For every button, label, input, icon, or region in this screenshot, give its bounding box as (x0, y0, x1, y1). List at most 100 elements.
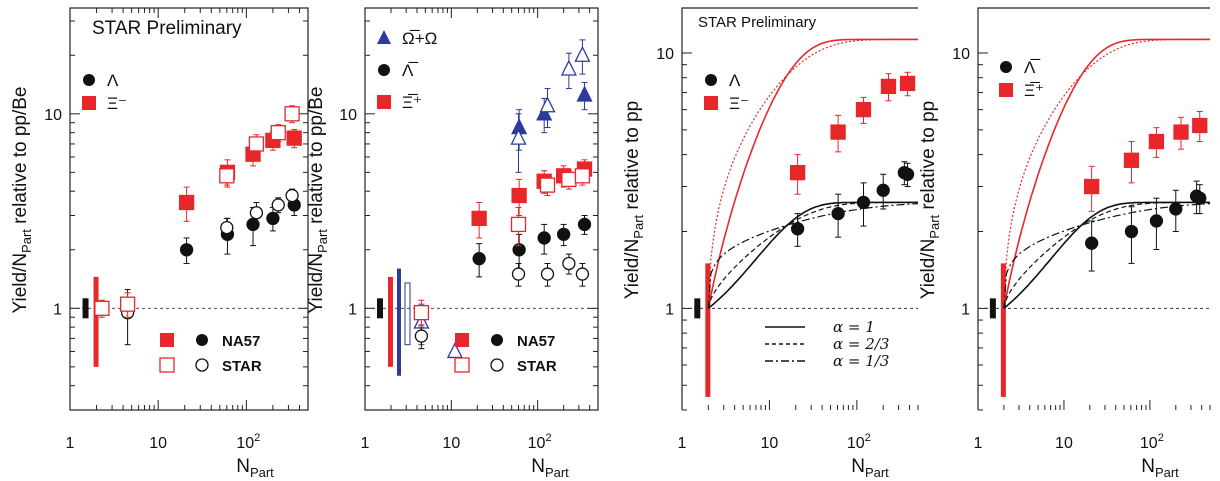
x-tick-label: 102 (847, 432, 871, 452)
norm-uncertainty-bar (705, 263, 711, 397)
legend-marker (195, 358, 209, 372)
chart-p1: 1 10 102 1 10 NPart Yield/NPart relative to pp… (10, 7, 309, 480)
legend-label: α = 2/3 (833, 335, 889, 353)
norm-uncertainty-box (989, 298, 996, 319)
data-point (511, 187, 527, 204)
data-point (472, 252, 486, 266)
x-tick-label: 1 (66, 435, 75, 452)
model-curve (1003, 203, 1211, 309)
data-point (510, 216, 527, 233)
series-star-open-circle (414, 253, 590, 350)
legend-label: Ξ̅⁺ (1024, 81, 1044, 100)
data-point (576, 85, 593, 102)
x-axis-label: NPart (236, 456, 274, 480)
legend-marker (705, 74, 717, 86)
y-tick-label: 1 (348, 301, 357, 318)
legend-marker (490, 358, 504, 372)
data-point (471, 210, 487, 227)
data-point (1149, 214, 1164, 228)
y-axis-label: Yield/NPart relative to pp/Be (10, 87, 34, 314)
axis-ticks (681, 52, 919, 411)
legend-marker (999, 83, 1013, 97)
legend-marker (377, 30, 391, 44)
norm-uncertainty-bar (93, 276, 99, 367)
model-curve (1003, 38, 1210, 309)
data-point (830, 124, 846, 140)
data-point (179, 243, 194, 257)
legend-marker (378, 64, 390, 76)
legend-label: Ω̅+Ω (402, 29, 437, 48)
annotation-star-preliminary: STAR Preliminary (698, 14, 817, 31)
series-na57-filled-circle (472, 215, 592, 278)
legend-species: Λ Ξ⁻ (82, 71, 127, 113)
data-point (540, 267, 555, 281)
legend-label: Ξ⁻ (729, 94, 749, 113)
legend-marker (1000, 61, 1012, 73)
legend-marker (160, 333, 174, 347)
plot-frame (681, 7, 918, 410)
legend-alpha: α = 1α = 2/3α = 1/3 (765, 318, 889, 370)
y-tick-label: 1 (961, 301, 970, 318)
data-point (220, 220, 234, 235)
legend-label: Λ (107, 71, 119, 90)
y-axis-label: Yield/NPart relative to pp/Be (306, 87, 330, 314)
x-axis-label: NPart (851, 456, 889, 480)
data-point (1173, 124, 1189, 140)
series-star-open-square (413, 166, 591, 328)
x-tick-label: 1 (361, 435, 370, 452)
legend-species: Λ Ξ⁻ (704, 71, 749, 113)
legend-label: STAR (517, 358, 557, 375)
x-axis-label: NPart (531, 456, 569, 480)
model-curves (1003, 38, 1211, 310)
data-point (575, 267, 590, 281)
norm-uncertainty-box (376, 298, 383, 319)
data-point (248, 136, 265, 152)
series-star-open-square (94, 105, 300, 318)
data-point (790, 222, 805, 236)
x-tick-label: 10 (442, 435, 460, 452)
data-point (574, 45, 591, 62)
plot-frame (977, 7, 1210, 410)
y-tick-label: 10 (339, 107, 357, 124)
data-point (94, 300, 110, 316)
data-point (574, 168, 591, 184)
data-point (413, 304, 430, 321)
y-axis-label: Yield/NPart relative to pp (918, 101, 942, 299)
y-tick-label: 10 (656, 46, 674, 63)
data-point (271, 198, 285, 212)
model-curve (707, 203, 919, 309)
data-point (539, 96, 556, 113)
annotation-star-preliminary: STAR Preliminary (92, 18, 242, 39)
data-point (284, 106, 300, 122)
y-axis-label: Yield/NPart relative to pp (622, 101, 646, 299)
data-point (560, 59, 577, 76)
legend-marker (196, 334, 208, 346)
data-point (556, 227, 571, 242)
data-point (537, 231, 551, 245)
data-point (1193, 191, 1207, 205)
data-point (511, 267, 526, 281)
data-point (855, 101, 872, 118)
data-point (539, 177, 556, 193)
data-point (577, 217, 592, 232)
norm-uncertainty-box (694, 298, 701, 319)
data-point (1169, 202, 1183, 216)
model-curve (1003, 201, 1210, 309)
x-tick-label: 102 (1140, 432, 1164, 452)
data-point (270, 125, 286, 141)
data-point (510, 128, 527, 145)
legend-marker (454, 357, 470, 373)
data-point (900, 167, 915, 181)
data-point (219, 168, 235, 184)
y-tick-label: 1 (53, 301, 62, 318)
data-point (562, 256, 576, 271)
legend-label: Λ̅ (1024, 58, 1040, 77)
y-tick-label: 10 (952, 46, 970, 63)
legend-marker (455, 333, 469, 347)
data-point (831, 206, 845, 221)
norm-uncertainty-bar (387, 276, 393, 367)
norm-uncertainty-box (82, 298, 89, 319)
norm-uncertainty-bar (404, 282, 411, 346)
legend-species: Λ̅ Ξ̅⁺ (999, 58, 1044, 100)
